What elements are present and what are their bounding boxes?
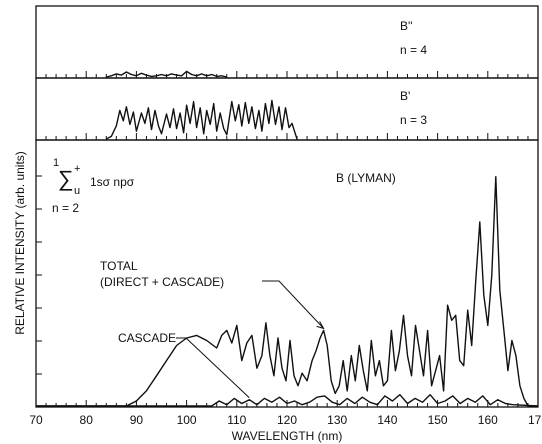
panel-frame-bpp — [35, 5, 539, 79]
annotation-total-detail: (DIRECT + CASCADE) — [100, 275, 224, 289]
x-tick-label: 110 — [227, 413, 246, 427]
leader-line-total — [262, 280, 325, 330]
state-term-sub: u — [74, 185, 80, 197]
x-ticks-panel-bpp — [35, 71, 539, 78]
x-ticks-panel-bp — [35, 133, 539, 140]
series-line-bp — [105, 99, 298, 140]
x-tick-label: 70 — [29, 413, 43, 427]
y-axis-label: RELATIVE INTENSITY (arb. units) — [13, 151, 27, 335]
state-term-plus: + — [74, 163, 80, 175]
panel-label-bpp: B'' — [400, 19, 413, 33]
x-tick-label: 90 — [130, 413, 144, 427]
state-term-sigma: ∑ — [58, 166, 74, 191]
x-tick-label: 120 — [277, 413, 297, 427]
panel-label-bpp-n: n = 4 — [400, 43, 427, 57]
x-tick-labels: 70 80 90 100 110 120 130 140 150 160 170 — [29, 413, 542, 427]
x-tick-label: 100 — [177, 413, 197, 427]
y-ticks-panel-b — [36, 175, 42, 375]
series-line-cascade — [36, 394, 539, 407]
series-line-bpp — [106, 70, 227, 78]
annotation-total: TOTAL — [100, 259, 138, 273]
state-config: 1sσ npσ — [90, 175, 135, 189]
x-tick-label: 160 — [478, 413, 498, 427]
panel-frame-bp — [35, 77, 539, 141]
x-tick-label: 150 — [428, 413, 448, 427]
x-tick-label: 170 — [528, 413, 542, 427]
state-term-sup: 1 — [53, 157, 59, 169]
x-axis-label: WAVELENGTH (nm) — [232, 429, 343, 443]
x-tick-label: 140 — [377, 413, 397, 427]
panel-label-bp-n: n = 3 — [400, 113, 427, 127]
state-n: n = 2 — [52, 201, 79, 215]
panel-label-b-lyman: B (LYMAN) — [336, 171, 396, 185]
panel-label-bp: B' — [400, 89, 410, 103]
x-tick-label: 130 — [327, 413, 347, 427]
x-tick-label: 80 — [80, 413, 94, 427]
annotation-cascade: CASCADE — [118, 331, 176, 345]
leader-line-cascade — [176, 337, 250, 399]
series-line-total — [36, 176, 538, 407]
